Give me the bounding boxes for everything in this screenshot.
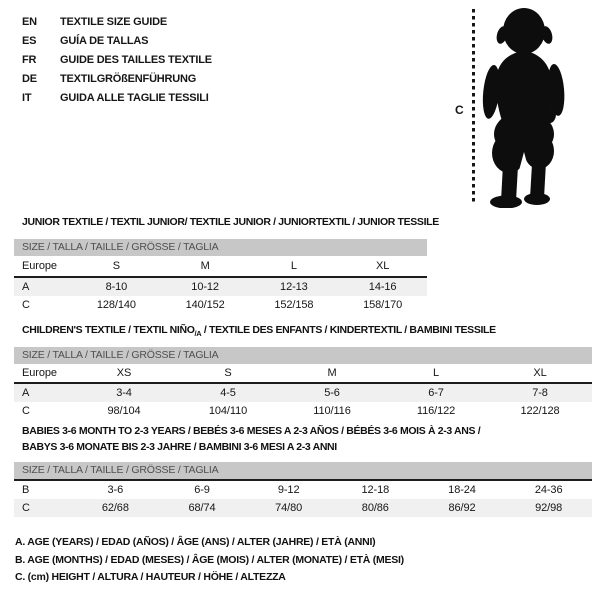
row-label: C (22, 299, 30, 311)
lang-row-es: ES GUÍA DE TALLAS (22, 31, 212, 50)
lang-title: TEXTILGRÖßENFÜHRUNG (60, 72, 197, 85)
cell: 12-18 (361, 484, 390, 496)
lang-code: ES (22, 34, 37, 47)
junior-size-bar: SIZE / TALLA / TAILLE / GRÖSSE / TAGLIA (14, 239, 427, 256)
size-col: L (432, 367, 440, 379)
cell: 9-12 (277, 484, 300, 496)
size-col: M (200, 260, 210, 272)
row-label: A (22, 387, 30, 399)
cell: 98/104 (107, 405, 141, 417)
row-label: C (22, 405, 30, 417)
cell: 152/158 (274, 299, 314, 311)
babies-section-heading-line2: BABYS 3-6 MONATE BIS 2-3 JAHRE / BAMBINI… (22, 441, 337, 453)
footnote-height: C. (cm) HEIGHT / ALTURA / HAUTEUR / HÖHE… (15, 571, 286, 583)
cell: 110/116 (313, 405, 351, 417)
cell: 122/128 (520, 405, 560, 417)
cell: 3-4 (116, 387, 132, 399)
height-dashed-line (472, 9, 475, 205)
size-col: S (112, 260, 120, 272)
cell: 8-10 (105, 281, 128, 293)
babies-size-bar: SIZE / TALLA / TAILLE / GRÖSSE / TAGLIA (14, 462, 592, 479)
cell: 14-16 (368, 281, 397, 293)
children-height-row: C 98/104 104/110 110/116 116/122 122/128 (14, 402, 592, 420)
cell: 140/152 (185, 299, 225, 311)
cell: 116/122 (416, 405, 456, 417)
lang-code: DE (22, 72, 37, 85)
cell: 3-6 (107, 484, 124, 496)
cell: 24-36 (534, 484, 563, 496)
junior-height-row: C 128/140 140/152 152/158 158/170 (14, 296, 427, 314)
cell: 104/110 (208, 405, 248, 417)
children-header-row: Europe XS S M L XL (14, 364, 592, 382)
row-label: B (22, 484, 30, 496)
size-col: S (224, 367, 232, 379)
junior-header-row: Europe S M L XL (14, 257, 427, 275)
cell: 4-5 (220, 387, 236, 399)
table-separator (14, 382, 592, 384)
language-list: EN TEXTILE SIZE GUIDE ES GUÍA DE TALLAS … (22, 12, 212, 107)
lang-code: EN (22, 15, 37, 28)
children-age-row: A 3-4 4-5 5-6 6-7 7-8 (14, 384, 592, 402)
cell: 6-9 (194, 484, 210, 496)
cell: 74/80 (275, 502, 303, 514)
lang-title: GUIDE DES TAILLES TEXTILE (60, 53, 212, 66)
lang-title: TEXTILE SIZE GUIDE (60, 15, 168, 28)
cell: 68/74 (188, 502, 216, 514)
size-col: XS (116, 367, 132, 379)
cell: 10-12 (191, 281, 219, 293)
height-measure-label: C (455, 103, 464, 117)
lang-row-fr: FR GUIDE DES TAILLES TEXTILE (22, 50, 212, 69)
size-col: M (327, 367, 337, 379)
baby-silhouette-icon (482, 8, 565, 208)
lang-row-de: DE TEXTILGRÖßENFÜHRUNG (22, 69, 212, 88)
size-col: XL (375, 260, 390, 272)
cell: 5-6 (324, 387, 340, 399)
cell: 62/68 (101, 502, 129, 514)
cell: 7-8 (532, 387, 548, 399)
babies-age-row: B 3-6 6-9 9-12 12-18 18-24 24-36 (14, 481, 592, 499)
cell: 128/140 (96, 299, 136, 311)
children-size-bar: SIZE / TALLA / TAILLE / GRÖSSE / TAGLIA (14, 347, 592, 364)
footnote-age-months: B. AGE (MONTHS) / EDAD (MESES) / ÂGE (MO… (15, 553, 404, 566)
region-label: Europe (22, 367, 57, 379)
cell: 92/98 (535, 502, 563, 514)
junior-section-heading: JUNIOR TEXTILE / TEXTIL JUNIOR/ TEXTILE … (22, 216, 439, 228)
lang-row-it: IT GUIDA ALLE TAGLIE TESSILI (22, 88, 212, 107)
table-separator (14, 276, 427, 278)
lang-title: GUÍA DE TALLAS (60, 34, 149, 47)
region-label: Europe (22, 260, 57, 272)
cell: 6-7 (428, 387, 444, 399)
table-separator (14, 479, 592, 481)
lang-code: FR (22, 53, 37, 66)
size-col: L (290, 260, 297, 272)
cell: 80/86 (361, 502, 389, 514)
row-label: C (22, 502, 30, 514)
cell: 12-13 (280, 281, 308, 293)
junior-age-row: A 8-10 10-12 12-13 14-16 (14, 278, 427, 296)
footnote-age-years: A. AGE (YEARS) / EDAD (AÑOS) / ÂGE (ANS)… (15, 536, 376, 548)
footnotes: A. AGE (YEARS) / EDAD (AÑOS) / ÂGE (ANS)… (15, 534, 404, 587)
babies-section-heading-line1: BABIES 3-6 MONTH TO 2-3 YEARS / BEBÉS 3-… (22, 425, 481, 437)
lang-row-en: EN TEXTILE SIZE GUIDE (22, 12, 212, 31)
row-label: A (22, 281, 30, 293)
lang-code: IT (22, 91, 32, 104)
size-col: XL (533, 367, 547, 379)
lang-title: GUIDA ALLE TAGLIE TESSILI (60, 91, 209, 104)
cell: 18-24 (448, 484, 476, 496)
cell: 86/92 (448, 502, 476, 514)
children-section-heading: CHILDREN'S TEXTILE / TEXTIL NIÑO/A / TEX… (22, 324, 496, 339)
babies-height-row: C 62/68 68/74 74/80 80/86 86/92 92/98 (14, 499, 592, 517)
cell: 158/170 (363, 299, 403, 311)
